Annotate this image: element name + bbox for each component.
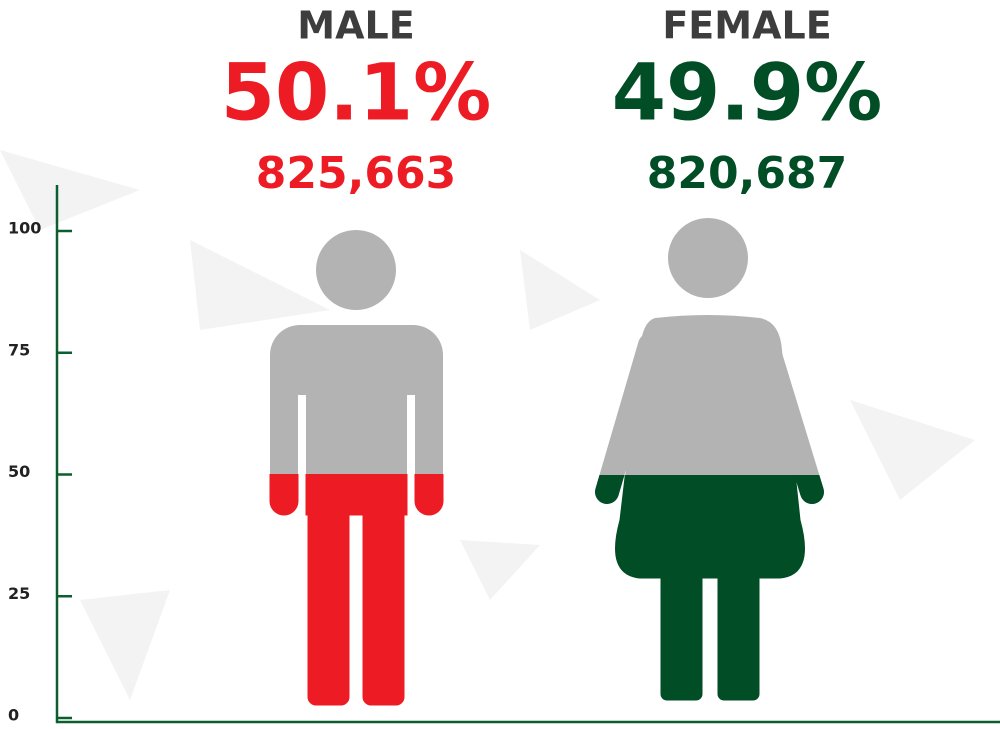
left-arm xyxy=(595,333,662,504)
population-label: 820,687 xyxy=(647,148,847,199)
category-label: MALE xyxy=(297,4,414,48)
left-arm xyxy=(269,474,299,516)
right-leg xyxy=(717,559,760,701)
figure-fill xyxy=(595,474,824,701)
left-arm xyxy=(270,350,298,515)
category-label: FEMALE xyxy=(662,4,831,48)
background-decoration xyxy=(0,150,975,700)
y-tick-label: 50 xyxy=(8,462,30,481)
axes xyxy=(55,185,1000,724)
head xyxy=(668,218,748,298)
percent-label: 49.9% xyxy=(612,48,883,138)
y-tick-label: 25 xyxy=(8,584,30,603)
percent-label: 50.1% xyxy=(221,48,492,138)
right-arm xyxy=(755,333,824,504)
right-arm xyxy=(415,350,443,515)
figure-outline xyxy=(595,218,824,700)
left-leg xyxy=(307,499,350,706)
right-leg xyxy=(362,499,405,706)
population-label: 825,663 xyxy=(256,148,456,199)
head xyxy=(316,230,396,310)
y-tick-label: 100 xyxy=(8,219,41,238)
y-tick-label: 0 xyxy=(8,706,19,725)
y-tick-label: 75 xyxy=(8,340,30,359)
dress xyxy=(615,474,805,579)
left-leg xyxy=(660,559,703,701)
right-arm xyxy=(414,474,444,516)
figure-fill xyxy=(269,474,444,706)
